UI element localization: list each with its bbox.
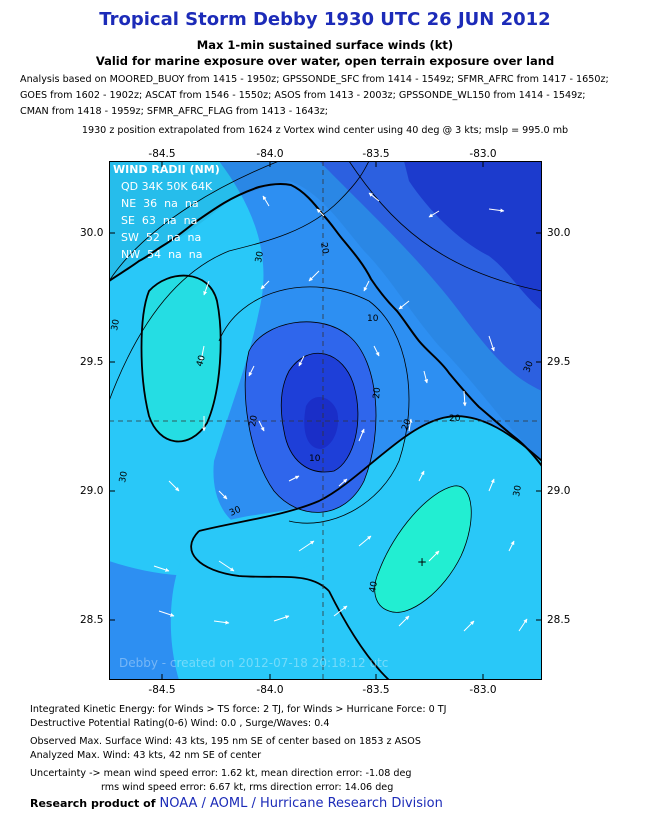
contour-label: 30 [512, 484, 524, 497]
destructive-potential: Destructive Potential Rating(0-6) Wind: … [30, 718, 330, 729]
wind-radii-row-ne: NE 36 na na [121, 197, 199, 210]
ike-summary: Integrated Kinetic Energy: for Winds > T… [30, 704, 447, 715]
credit-line: Research product of NOAA / AOML / Hurrica… [30, 796, 443, 811]
contour-label: 40 [368, 580, 380, 593]
subtitle-wind-type: Max 1-min sustained surface winds (kt) [196, 38, 454, 52]
y-tick-left-1: 30.0 [80, 227, 104, 239]
analysis-line-2: GOES from 1602 - 1902z; ASCAT from 1546 … [20, 90, 586, 101]
credit-org: NOAA / AOML / Hurricane Research Divisio… [159, 796, 443, 811]
contour-label: 20 [318, 242, 330, 255]
contour-label: 20 [372, 387, 383, 400]
x-tick-bottom-3: -83.5 [362, 684, 390, 696]
y-tick-right-4: 28.5 [547, 614, 571, 626]
wind-band-lt10-northeast [404, 161, 542, 311]
coastline [109, 182, 542, 467]
subtitle-exposure: Valid for marine exposure over water, op… [95, 54, 555, 68]
x-tick-bottom-1: -84.5 [148, 684, 176, 696]
contour-label: 30 [110, 318, 122, 331]
contour-label: 30 [522, 360, 535, 374]
wind-radii-row-sw: SW 52 na na [121, 231, 202, 244]
analysis-line-1: Analysis based on MOORED_BUOY from 1415 … [20, 74, 609, 85]
land-area [109, 161, 542, 461]
x-tick-top-3: -83.5 [362, 148, 390, 160]
map-frame [109, 161, 542, 680]
x-tick-bottom-4: -83.0 [469, 684, 497, 696]
wind-radii-row-nw: NW 54 na na [121, 248, 203, 261]
wind-core [304, 396, 339, 449]
y-tick-right-2: 29.5 [547, 356, 571, 368]
y-tick-right-1: 30.0 [547, 227, 571, 239]
wind-radii-table: WIND RADII (NM) QD 34K 50K 64K NE 36 na … [113, 161, 220, 263]
position-note: 1930 z position extrapolated from 1624 z… [81, 125, 569, 136]
uncertainty-line-1: Uncertainty -> mean wind speed error: 1.… [30, 768, 412, 779]
contour-label: 30 [254, 250, 266, 263]
wind-radii-row-se: SE 63 na na [121, 214, 198, 227]
contour-label: 20 [449, 414, 461, 424]
max-wind-center-marker: + [417, 555, 427, 569]
contour-label: 40 [195, 354, 208, 368]
map-title: Tropical Storm Debby 1930 UTC 26 JUN 201… [99, 9, 551, 30]
wind-field-map: 40 30 30 30 30 20 20 20 20 10 10 30 20 3… [109, 161, 542, 680]
contour-label: 30 [118, 470, 130, 483]
wind-band-gt40-southeast [374, 485, 472, 613]
y-tick-left-4: 28.5 [80, 614, 104, 626]
x-tick-top-2: -84.0 [256, 148, 284, 160]
analyzed-max-wind: Analyzed Max. Wind: 43 kts, 42 nm SE of … [30, 750, 262, 761]
wind-band-30-40-south [199, 506, 319, 576]
wind-vectors [153, 192, 528, 632]
wind-band-gt40-west [141, 275, 221, 442]
observed-max-wind: Observed Max. Surface Wind: 43 kts, 195 … [30, 736, 421, 747]
uncertainty-line-2: rms wind speed error: 6.67 kt, rms direc… [101, 782, 394, 793]
contour-label: 10 [309, 454, 321, 464]
y-tick-left-2: 29.5 [80, 356, 104, 368]
x-tick-top-4: -83.0 [469, 148, 497, 160]
y-tick-right-3: 29.0 [547, 485, 571, 497]
contour-label: 10 [367, 314, 379, 324]
x-tick-top-1: -84.5 [148, 148, 176, 160]
wind-radii-header: QD 34K 50K 64K [121, 180, 213, 193]
contour-label: 20 [400, 418, 413, 432]
credit-prefix: Research product of [30, 797, 156, 810]
contour-label: 20 [248, 414, 260, 427]
y-tick-left-3: 29.0 [80, 485, 104, 497]
wind-band-30-40-southeast [170, 416, 542, 680]
analysis-line-3: CMAN from 1418 - 1959z; SFMR_AFRC_FLAG f… [20, 106, 328, 117]
contour-label: 30 [228, 505, 243, 519]
x-tick-bottom-2: -84.0 [256, 684, 284, 696]
wind-radii-title: WIND RADII (NM) [113, 163, 220, 176]
creation-watermark: Debby - created on 2012-07-18 20:18:12 u… [119, 656, 389, 670]
